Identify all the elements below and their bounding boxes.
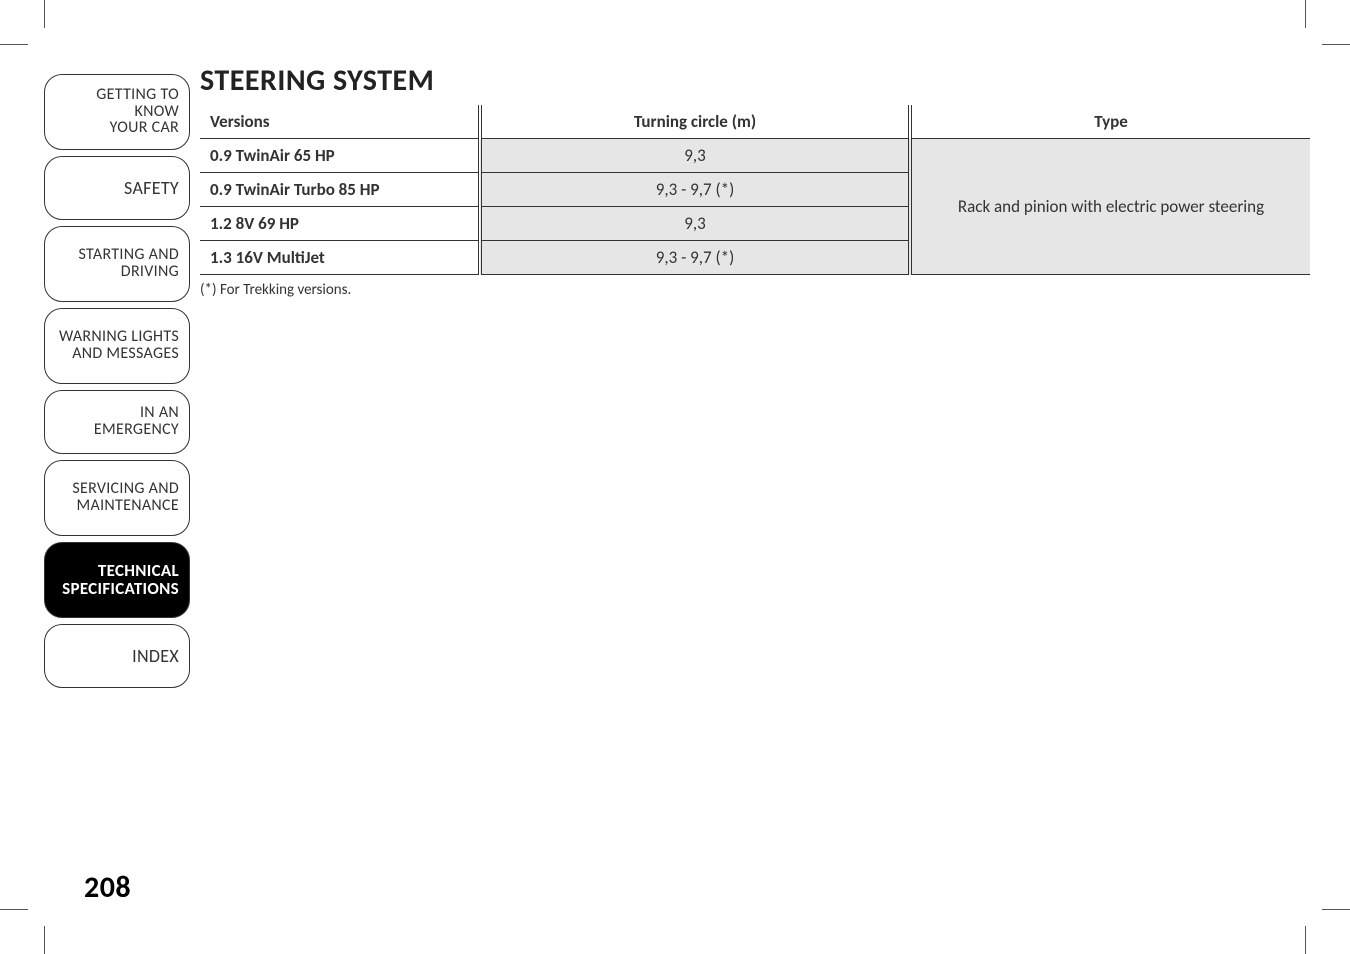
sidebar-tab-line: SPECIFICATIONS <box>62 580 179 598</box>
sidebar-tab-2[interactable]: STARTING ANDDRIVING <box>44 226 190 302</box>
sidebar-tab-0[interactable]: GETTING TO KNOWYOUR CAR <box>44 74 190 150</box>
table-header-row: Versions Turning circle (m) Type <box>200 105 1310 139</box>
cell-turning: 9,3 - 9,7 (*) <box>480 173 910 207</box>
crop-mark <box>1305 926 1306 954</box>
crop-mark <box>44 0 45 28</box>
cell-turning: 9,3 - 9,7 (*) <box>480 241 910 275</box>
sidebar-tab-line: DRIVING <box>121 264 179 281</box>
steering-table: Versions Turning circle (m) Type 0.9 Twi… <box>200 105 1310 275</box>
crop-mark <box>44 926 45 954</box>
cell-turning: 9,3 <box>480 207 910 241</box>
sidebar-tab-4[interactable]: IN AN EMERGENCY <box>44 390 190 454</box>
main-content: STEERING SYSTEM Versions Turning circle … <box>200 62 1306 299</box>
cell-version: 0.9 TwinAir Turbo 85 HP <box>200 173 480 207</box>
table-row: 0.9 TwinAir 65 HP9,3Rack and pinion with… <box>200 139 1310 173</box>
sidebar-tab-line: GETTING TO KNOW <box>51 87 179 121</box>
sidebar-nav: GETTING TO KNOWYOUR CAR SAFETY STARTING AN… <box>44 74 190 694</box>
cell-turning: 9,3 <box>480 139 910 173</box>
footnote: (*) For Trekking versions. <box>200 281 1306 299</box>
cell-version: 0.9 TwinAir 65 HP <box>200 139 480 173</box>
col-header-turning: Turning circle (m) <box>480 105 910 139</box>
section-heading: STEERING SYSTEM <box>200 62 1306 99</box>
sidebar-tab-5[interactable]: SERVICING ANDMAINTENANCE <box>44 460 190 536</box>
crop-mark <box>0 44 28 45</box>
sidebar-tab-line: MAINTENANCE <box>77 498 179 515</box>
sidebar-tab-line: YOUR CAR <box>110 120 179 137</box>
sidebar-tab-line: INDEX <box>132 647 179 666</box>
crop-mark <box>0 909 28 910</box>
crop-mark <box>1305 0 1306 28</box>
sidebar-tab-line: AND MESSAGES <box>72 346 179 363</box>
cell-version: 1.2 8V 69 HP <box>200 207 480 241</box>
sidebar-tab-line: SAFETY <box>124 179 179 198</box>
sidebar-tab-1[interactable]: SAFETY <box>44 156 190 220</box>
col-header-type: Type <box>910 105 1310 139</box>
sidebar-tab-3[interactable]: WARNING LIGHTSAND MESSAGES <box>44 308 190 384</box>
sidebar-tab-6[interactable]: TECHNICALSPECIFICATIONS <box>44 542 190 618</box>
cell-type: Rack and pinion with electric power stee… <box>910 139 1310 275</box>
manual-page: GETTING TO KNOWYOUR CAR SAFETY STARTING AN… <box>0 0 1350 954</box>
sidebar-tab-line: IN AN EMERGENCY <box>51 405 179 439</box>
page-number: 208 <box>84 869 131 906</box>
sidebar-tab-7[interactable]: INDEX <box>44 624 190 688</box>
col-header-versions: Versions <box>200 105 480 139</box>
cell-version: 1.3 16V MultiJet <box>200 241 480 275</box>
crop-mark <box>1322 44 1350 45</box>
crop-mark <box>1322 909 1350 910</box>
